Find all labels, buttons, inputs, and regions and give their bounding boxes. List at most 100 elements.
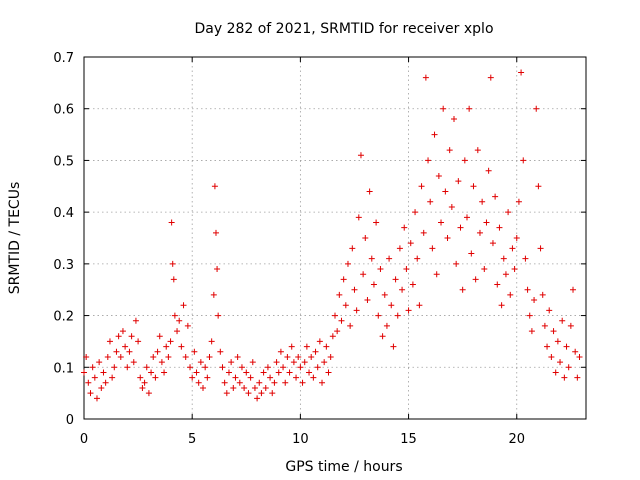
data-point xyxy=(401,224,408,231)
data-point xyxy=(418,183,425,190)
y-tick-label: 0 xyxy=(66,413,74,428)
data-point xyxy=(288,343,295,350)
data-point xyxy=(414,255,421,262)
data-point xyxy=(117,353,124,360)
data-point xyxy=(487,74,494,81)
data-point xyxy=(122,343,129,350)
data-point xyxy=(539,291,546,298)
data-point xyxy=(567,322,574,329)
data-point xyxy=(494,281,501,288)
data-point xyxy=(85,379,92,386)
data-point xyxy=(329,333,336,340)
data-point xyxy=(221,379,228,386)
x-tick-label: 5 xyxy=(188,432,196,447)
data-point xyxy=(106,338,113,345)
data-point xyxy=(202,364,209,371)
data-point xyxy=(496,224,503,231)
data-point xyxy=(336,291,343,298)
y-tick-label: 0.1 xyxy=(53,361,74,376)
data-point xyxy=(334,328,341,335)
data-point xyxy=(332,312,338,319)
data-point xyxy=(113,348,120,355)
data-point xyxy=(364,297,371,304)
data-point xyxy=(214,266,221,273)
data-point xyxy=(321,359,328,366)
data-point xyxy=(319,379,326,386)
data-point xyxy=(476,229,483,236)
data-point xyxy=(228,359,235,366)
x-tick-label: 0 xyxy=(80,432,88,447)
data-point xyxy=(370,281,377,288)
data-point xyxy=(191,348,198,355)
data-point xyxy=(489,240,496,247)
data-point xyxy=(388,302,395,309)
x-tick-label: 10 xyxy=(292,432,309,447)
data-points xyxy=(81,69,583,402)
data-point xyxy=(552,369,559,376)
data-point xyxy=(260,369,267,376)
data-point xyxy=(234,353,241,360)
data-point xyxy=(126,348,133,355)
data-point xyxy=(344,260,351,267)
data-point xyxy=(466,105,473,112)
data-point xyxy=(412,209,419,216)
data-point xyxy=(468,250,475,257)
data-point xyxy=(145,390,152,397)
data-point xyxy=(211,183,218,190)
data-point xyxy=(429,245,436,252)
data-point xyxy=(416,302,423,309)
data-point xyxy=(301,359,308,366)
data-point xyxy=(176,317,183,324)
data-point xyxy=(251,384,258,391)
chart-title: Day 282 of 2021, SRMTID for receiver xpl… xyxy=(194,21,493,37)
data-point xyxy=(383,322,390,329)
data-point xyxy=(286,369,293,376)
data-point xyxy=(440,105,447,112)
data-point xyxy=(386,255,393,262)
data-point xyxy=(184,322,191,329)
data-point xyxy=(505,209,512,216)
data-point xyxy=(347,322,354,329)
data-point xyxy=(303,343,310,350)
data-point xyxy=(392,276,399,283)
data-point xyxy=(241,384,248,391)
x-tick-label: 15 xyxy=(400,432,417,447)
data-point xyxy=(171,312,178,319)
data-point xyxy=(297,364,304,371)
data-point xyxy=(195,379,202,386)
data-point xyxy=(531,297,538,304)
data-point xyxy=(396,245,403,252)
data-point xyxy=(379,333,386,340)
data-point xyxy=(541,322,548,329)
data-point xyxy=(381,291,388,298)
data-point xyxy=(409,281,416,288)
data-point xyxy=(115,333,122,340)
data-point xyxy=(170,276,177,283)
data-point xyxy=(351,286,358,293)
data-point xyxy=(200,384,207,391)
data-point xyxy=(325,369,332,376)
data-point xyxy=(267,374,274,381)
data-point xyxy=(271,379,278,386)
data-point xyxy=(306,369,313,376)
data-point xyxy=(448,203,455,210)
grid-lines xyxy=(84,57,586,419)
data-point xyxy=(535,183,542,190)
data-point xyxy=(87,390,94,397)
data-point xyxy=(492,193,499,200)
data-point xyxy=(557,359,564,366)
data-point xyxy=(96,359,103,366)
data-point xyxy=(342,302,349,309)
data-point xyxy=(565,364,572,371)
data-point xyxy=(152,374,159,381)
data-point xyxy=(262,384,269,391)
data-point xyxy=(98,384,105,391)
data-point xyxy=(150,353,157,360)
data-point xyxy=(435,172,442,179)
data-point xyxy=(546,307,553,314)
data-point xyxy=(81,369,87,376)
data-point xyxy=(210,291,217,298)
data-point xyxy=(161,369,168,376)
data-point xyxy=(459,286,466,293)
